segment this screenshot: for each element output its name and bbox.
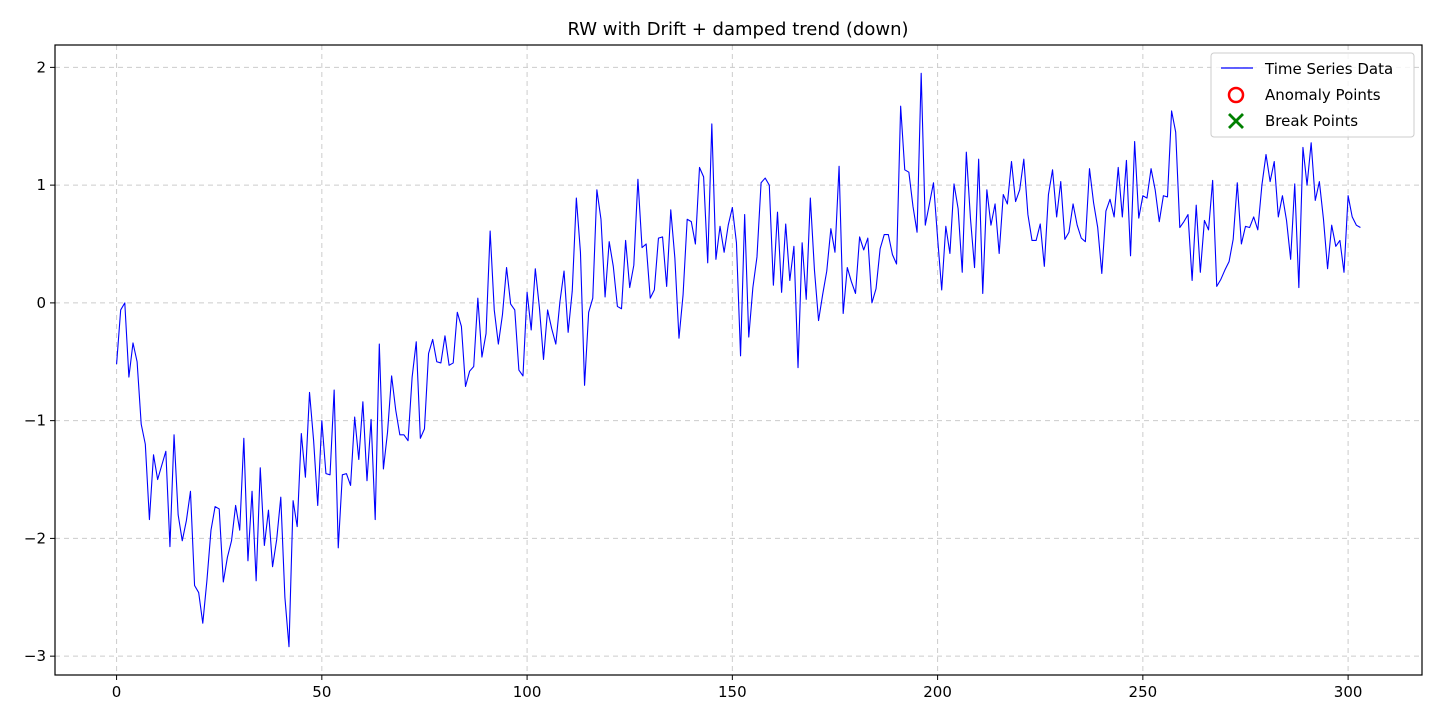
x-tick-label: 150 <box>718 683 747 701</box>
series-line-time-series <box>116 72 1361 648</box>
y-axis: −3 −2 −1 0 1 2 <box>24 58 55 665</box>
break-x-icon <box>1228 113 1244 129</box>
plot-frame <box>54 44 1423 676</box>
y-tick-label: 2 <box>36 58 46 76</box>
y-tick-label: −2 <box>24 529 46 547</box>
x-tick-label: 50 <box>312 683 331 701</box>
y-tick-label: 1 <box>36 176 46 194</box>
x-tick-label: 300 <box>1334 683 1363 701</box>
x-axis: 0 50 100 150 200 250 300 <box>112 675 1363 701</box>
x-tick-label: 100 <box>513 683 542 701</box>
legend-item-break: Break Points <box>1228 112 1358 130</box>
legend-item-time-series: Time Series Data <box>1221 60 1393 78</box>
legend-item-anomaly: Anomaly Points <box>1227 86 1381 104</box>
x-tick-label: 0 <box>112 683 122 701</box>
grid <box>55 45 1422 675</box>
y-tick-label: 0 <box>36 294 46 312</box>
chart-title: RW with Drift + damped trend (down) <box>567 19 908 40</box>
y-tick-label: −3 <box>24 647 46 665</box>
x-tick-label: 200 <box>923 683 952 701</box>
legend: Time Series Data Anomaly Points Break Po… <box>1210 52 1415 138</box>
legend-label-time-series: Time Series Data <box>1264 60 1393 78</box>
series-layer <box>116 72 1361 648</box>
legend-label-anomaly: Anomaly Points <box>1265 86 1381 104</box>
x-tick-label: 250 <box>1129 683 1158 701</box>
anomaly-circle-icon <box>1227 86 1245 104</box>
y-tick-label: −1 <box>24 412 46 430</box>
legend-box <box>1210 52 1415 138</box>
legend-label-break: Break Points <box>1265 112 1358 130</box>
